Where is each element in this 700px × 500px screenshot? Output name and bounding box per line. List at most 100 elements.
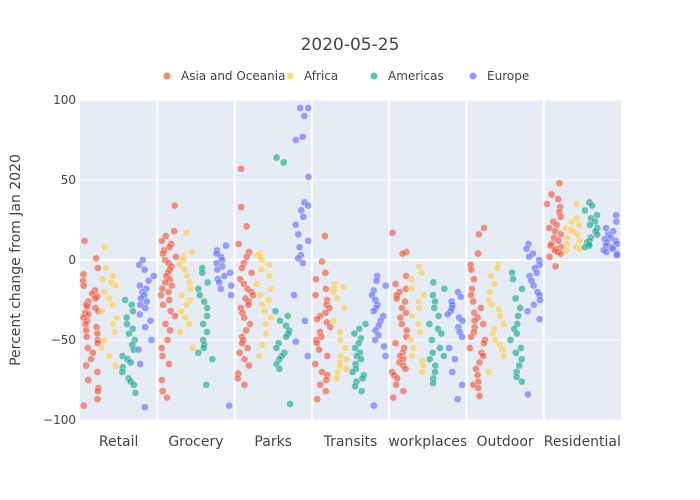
- data-point[interactable]: [272, 344, 281, 352]
- data-point[interactable]: [575, 220, 584, 229]
- data-point[interactable]: [165, 296, 174, 304]
- data-point[interactable]: [396, 313, 405, 322]
- data-point[interactable]: [283, 312, 292, 320]
- data-point[interactable]: [157, 291, 165, 300]
- data-point[interactable]: [431, 368, 439, 376]
- data-point[interactable]: [238, 339, 247, 348]
- data-point[interactable]: [157, 376, 166, 384]
- data-point[interactable]: [613, 251, 621, 260]
- data-point[interactable]: [311, 291, 320, 300]
- data-point[interactable]: [369, 307, 378, 316]
- data-point[interactable]: [272, 153, 281, 162]
- data-point[interactable]: [82, 361, 90, 370]
- data-point[interactable]: [233, 374, 242, 383]
- data-point[interactable]: [409, 344, 418, 352]
- data-point[interactable]: [458, 380, 466, 389]
- data-point[interactable]: [414, 320, 422, 328]
- data-point[interactable]: [401, 364, 410, 373]
- data-point[interactable]: [294, 254, 303, 263]
- data-point[interactable]: [246, 320, 254, 328]
- data-point[interactable]: [177, 291, 186, 300]
- data-point[interactable]: [182, 228, 191, 237]
- data-point[interactable]: [242, 222, 251, 231]
- data-point[interactable]: [554, 236, 563, 245]
- data-point[interactable]: [240, 313, 249, 322]
- data-point[interactable]: [407, 336, 416, 344]
- data-point[interactable]: [122, 313, 131, 322]
- data-point[interactable]: [257, 265, 266, 274]
- data-point[interactable]: [243, 344, 252, 352]
- data-point[interactable]: [245, 361, 253, 370]
- data-point[interactable]: [612, 211, 620, 220]
- data-point[interactable]: [430, 304, 439, 312]
- legend-item[interactable]: Europe: [469, 69, 530, 83]
- data-point[interactable]: [487, 300, 496, 309]
- data-point[interactable]: [391, 339, 400, 348]
- data-point[interactable]: [159, 249, 167, 258]
- data-point[interactable]: [267, 284, 275, 293]
- data-point[interactable]: [100, 336, 109, 344]
- data-point[interactable]: [82, 332, 91, 341]
- data-point[interactable]: [315, 345, 323, 354]
- data-point[interactable]: [227, 291, 235, 300]
- data-point[interactable]: [369, 401, 378, 410]
- data-point[interactable]: [350, 329, 359, 338]
- data-point[interactable]: [188, 344, 197, 352]
- data-point[interactable]: [491, 336, 499, 344]
- data-point[interactable]: [602, 224, 610, 232]
- data-point[interactable]: [361, 320, 370, 328]
- data-point[interactable]: [342, 355, 351, 364]
- data-point[interactable]: [166, 307, 175, 316]
- data-point[interactable]: [186, 284, 195, 293]
- data-point[interactable]: [425, 320, 434, 328]
- data-point[interactable]: [89, 348, 97, 357]
- data-point[interactable]: [135, 260, 143, 269]
- data-point[interactable]: [389, 393, 398, 402]
- data-point[interactable]: [171, 312, 179, 320]
- data-point[interactable]: [111, 361, 120, 370]
- data-point[interactable]: [147, 336, 156, 344]
- data-point[interactable]: [402, 326, 411, 335]
- data-point[interactable]: [341, 344, 349, 352]
- data-point[interactable]: [242, 252, 251, 261]
- data-point[interactable]: [479, 352, 488, 360]
- data-point[interactable]: [479, 320, 488, 328]
- data-point[interactable]: [126, 358, 135, 367]
- data-point[interactable]: [203, 312, 211, 320]
- data-point[interactable]: [602, 248, 611, 256]
- data-point[interactable]: [329, 316, 338, 325]
- data-point[interactable]: [199, 320, 208, 328]
- data-point[interactable]: [164, 288, 173, 296]
- data-point[interactable]: [311, 360, 320, 368]
- data-point[interactable]: [450, 355, 459, 364]
- data-point[interactable]: [407, 275, 416, 284]
- data-point[interactable]: [299, 212, 308, 221]
- data-point[interactable]: [381, 281, 390, 290]
- data-point[interactable]: [416, 328, 424, 336]
- data-point[interactable]: [563, 240, 571, 248]
- data-point[interactable]: [275, 364, 284, 373]
- data-point[interactable]: [532, 268, 541, 277]
- data-point[interactable]: [264, 296, 273, 304]
- data-point[interactable]: [529, 300, 538, 309]
- data-point[interactable]: [514, 312, 522, 320]
- data-point[interactable]: [316, 380, 325, 389]
- data-point[interactable]: [488, 329, 497, 338]
- data-point[interactable]: [339, 283, 348, 292]
- data-point[interactable]: [282, 332, 290, 341]
- data-point[interactable]: [127, 300, 136, 309]
- data-point[interactable]: [130, 380, 138, 389]
- data-point[interactable]: [312, 275, 320, 284]
- data-point[interactable]: [427, 336, 436, 344]
- data-point[interactable]: [98, 307, 107, 316]
- data-point[interactable]: [158, 387, 167, 396]
- data-point[interactable]: [180, 265, 189, 274]
- data-point[interactable]: [512, 348, 520, 357]
- data-point[interactable]: [84, 376, 93, 384]
- legend-item[interactable]: Africa: [286, 69, 339, 83]
- data-point[interactable]: [313, 315, 322, 324]
- data-point[interactable]: [261, 320, 270, 328]
- data-point[interactable]: [547, 190, 556, 199]
- data-point[interactable]: [271, 307, 280, 316]
- data-point[interactable]: [476, 304, 485, 312]
